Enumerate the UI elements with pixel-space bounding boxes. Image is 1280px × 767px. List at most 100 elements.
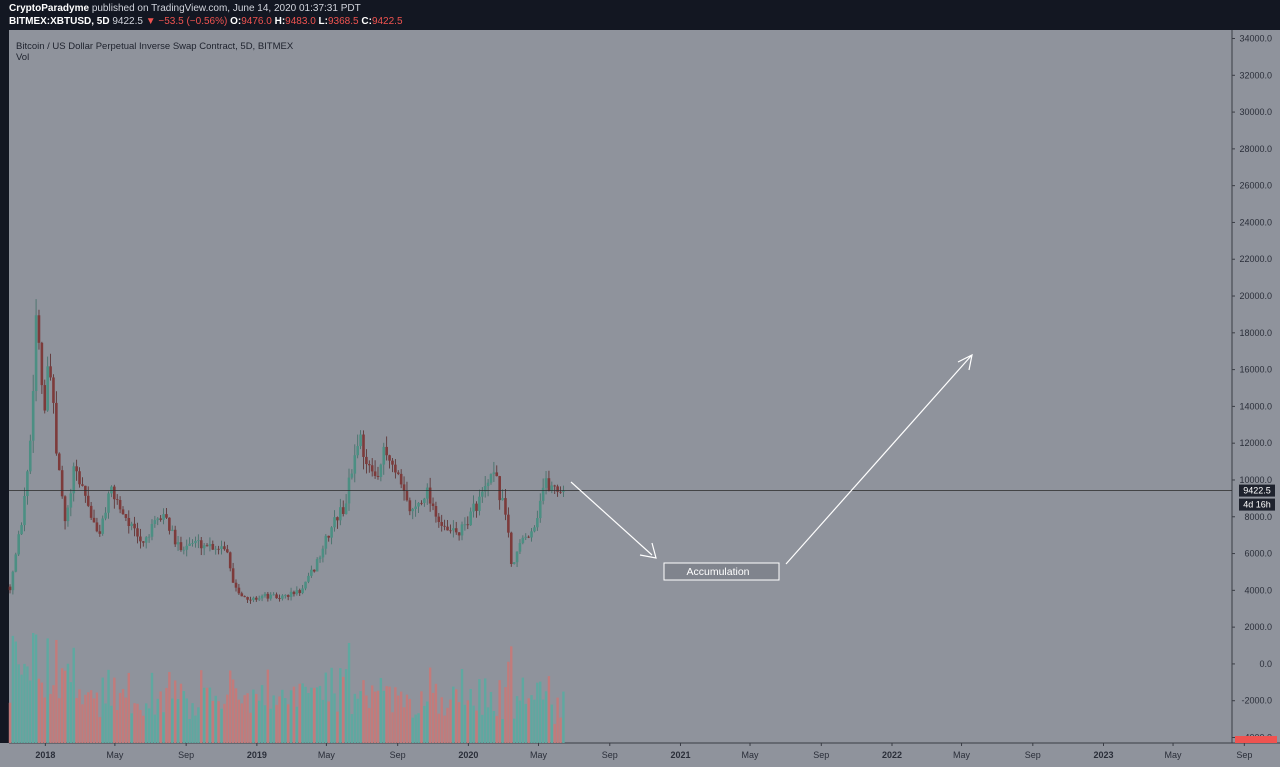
- volume-bar: [200, 670, 203, 743]
- candle-body: [283, 595, 287, 596]
- candle: [20, 522, 23, 536]
- price-axis-label: 0.0: [1259, 659, 1272, 669]
- candle: [95, 517, 99, 533]
- candle-body: [541, 487, 545, 501]
- symbol-label[interactable]: BITMEX:XBTUSD, 5D: [9, 16, 110, 27]
- volume-bar: [92, 698, 96, 743]
- candle-body: [226, 549, 229, 553]
- time-axis-label: 2023: [1093, 750, 1113, 760]
- volume-bar: [20, 674, 23, 743]
- candle: [330, 526, 333, 545]
- volume-bar: [295, 706, 299, 743]
- candle-body: [23, 496, 26, 526]
- volume-bar: [515, 696, 519, 743]
- time-axis-label: Sep: [1025, 750, 1041, 760]
- candle: [388, 454, 391, 469]
- candle: [278, 594, 281, 602]
- candle: [34, 299, 38, 402]
- candle: [370, 458, 374, 477]
- candle: [541, 478, 545, 505]
- candle: [344, 494, 348, 515]
- candle: [202, 542, 206, 556]
- candle-body: [228, 552, 232, 569]
- volume-bar: [539, 681, 542, 743]
- candle-body: [336, 517, 339, 521]
- author-name[interactable]: CryptoParadyme: [9, 3, 90, 14]
- candle-body: [420, 502, 423, 504]
- volume-bar: [43, 697, 46, 743]
- volume-bar: [34, 634, 38, 743]
- volume-bar: [466, 700, 470, 743]
- candle: [509, 531, 513, 567]
- candle-body: [301, 588, 304, 594]
- volume-bar: [420, 691, 423, 743]
- candle: [26, 469, 29, 505]
- countdown-badge: 4d 16h: [1239, 498, 1275, 511]
- candle-body: [220, 546, 223, 549]
- candle: [243, 595, 246, 598]
- low-label: L:: [318, 16, 328, 27]
- candle: [226, 544, 229, 554]
- candle-body: [370, 465, 374, 472]
- candle: [480, 487, 484, 503]
- price-scale[interactable]: [1232, 30, 1280, 743]
- volume-bar: [541, 699, 545, 743]
- volume-bar: [388, 686, 391, 743]
- price-axis-label: 28000.0: [1239, 144, 1272, 154]
- candle: [115, 494, 119, 505]
- candle: [321, 545, 325, 563]
- candle-body: [460, 524, 464, 536]
- volume-bar: [550, 704, 554, 743]
- candle: [37, 309, 41, 350]
- candle: [23, 487, 26, 532]
- candle-body: [92, 517, 96, 523]
- accumulation-box[interactable]: Accumulation: [663, 562, 780, 581]
- candle-body: [446, 526, 449, 531]
- time-axis-label: 2020: [458, 750, 478, 760]
- candle: [486, 479, 490, 497]
- volume-bar: [66, 663, 70, 743]
- candle-body: [486, 482, 490, 487]
- candle-body: [411, 508, 415, 512]
- candle: [547, 470, 551, 492]
- candle: [104, 507, 107, 521]
- candle: [199, 536, 203, 556]
- volume-bar: [524, 703, 527, 743]
- candle-body: [130, 523, 133, 527]
- plot-area[interactable]: [9, 30, 1232, 743]
- candle: [498, 475, 501, 510]
- candle-body: [489, 474, 493, 483]
- candle-body: [75, 466, 78, 472]
- arrow-down-annotation[interactable]: [570, 481, 657, 559]
- candle-body: [141, 541, 145, 543]
- candle-body: [385, 446, 388, 456]
- arrow-up-annotation[interactable]: [785, 353, 973, 565]
- arrow-down-head: [639, 542, 657, 559]
- price-chart[interactable]: 34000.0 32000.0 30000.0 28000.0 26000.0 24000…: [0, 30, 1280, 767]
- candle: [298, 588, 302, 596]
- candle: [153, 515, 157, 528]
- candle-body: [507, 514, 510, 533]
- volume-bar: [202, 687, 206, 743]
- volume-bar: [37, 678, 41, 743]
- candle: [11, 570, 15, 595]
- candle-body: [86, 495, 90, 506]
- candle-body: [495, 472, 499, 477]
- volume-bar: [278, 696, 281, 743]
- candle: [396, 470, 400, 476]
- time-scale[interactable]: [0, 743, 1280, 767]
- candle-body: [365, 456, 368, 465]
- candle-body: [518, 543, 522, 552]
- candle: [304, 581, 307, 591]
- volume-bar: [40, 682, 44, 743]
- candle: [286, 594, 290, 601]
- candle: [460, 521, 464, 541]
- candle-body: [408, 500, 412, 512]
- candle-body: [118, 500, 122, 510]
- candle: [197, 534, 200, 549]
- candle: [339, 498, 342, 526]
- volume-bar: [481, 714, 484, 743]
- candle: [220, 540, 223, 555]
- candle-body: [40, 342, 44, 386]
- volume-bar: [153, 714, 157, 743]
